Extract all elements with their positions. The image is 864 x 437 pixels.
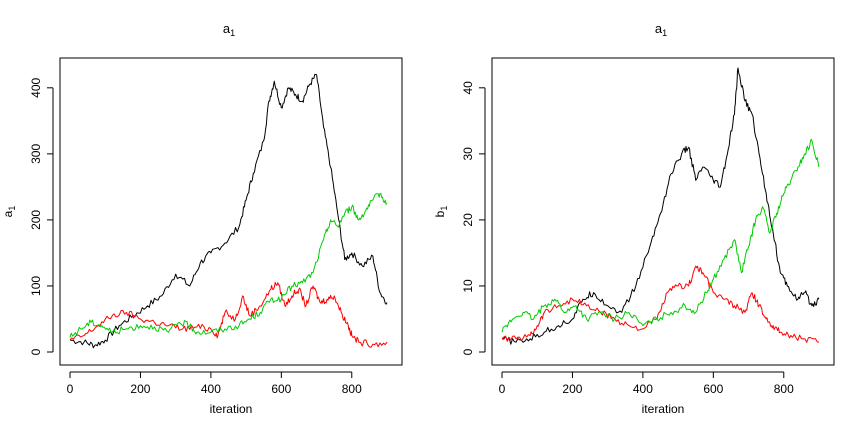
y-tick-label: 100 [29, 276, 43, 296]
x-tick-label: 800 [774, 382, 794, 396]
chart-title: a1 [655, 21, 667, 38]
x-tick-label: 400 [633, 382, 653, 396]
y-tick-label: 30 [461, 147, 475, 161]
panel-b1: a1 0 200 400 600 800 0 10 20 30 40 iteration b1 [433, 21, 835, 416]
y-tick-label: 40 [461, 81, 475, 95]
y-axis-label: b1 [433, 206, 449, 218]
series-line-1 [501, 67, 820, 345]
plot-frame [491, 57, 835, 366]
y-tick-label: 0 [29, 348, 43, 355]
x-tick-label: 0 [67, 382, 74, 396]
y-tick-label: 0 [461, 348, 475, 355]
plot-frame [59, 57, 403, 366]
y-tick-label: 10 [461, 279, 475, 293]
series-line-1 [69, 73, 388, 349]
y-tick-label: 400 [29, 77, 43, 97]
x-tick-label: 200 [562, 382, 582, 396]
x-tick-label: 200 [130, 382, 150, 396]
series-line-3 [69, 192, 388, 338]
y-tick-label: 200 [29, 210, 43, 230]
x-axis-label: iteration [642, 402, 685, 416]
y-axis-label: a1 [1, 206, 17, 218]
chart-title: a1 [223, 21, 235, 38]
x-tick-label: 800 [342, 382, 362, 396]
x-axis-label: iteration [210, 402, 253, 416]
x-tick-label: 0 [499, 382, 506, 396]
series-line-2 [69, 281, 388, 348]
y-tick-label: 300 [29, 144, 43, 164]
x-tick-label: 600 [271, 382, 291, 396]
series-line-2 [501, 265, 820, 343]
x-tick-label: 600 [703, 382, 723, 396]
y-tick-label: 20 [461, 213, 475, 227]
x-tick-label: 400 [201, 382, 221, 396]
panel-a1: a1 0 200 400 600 800 0 100 200 300 400 iteration a1 [1, 21, 403, 416]
series-line-3 [501, 138, 820, 333]
